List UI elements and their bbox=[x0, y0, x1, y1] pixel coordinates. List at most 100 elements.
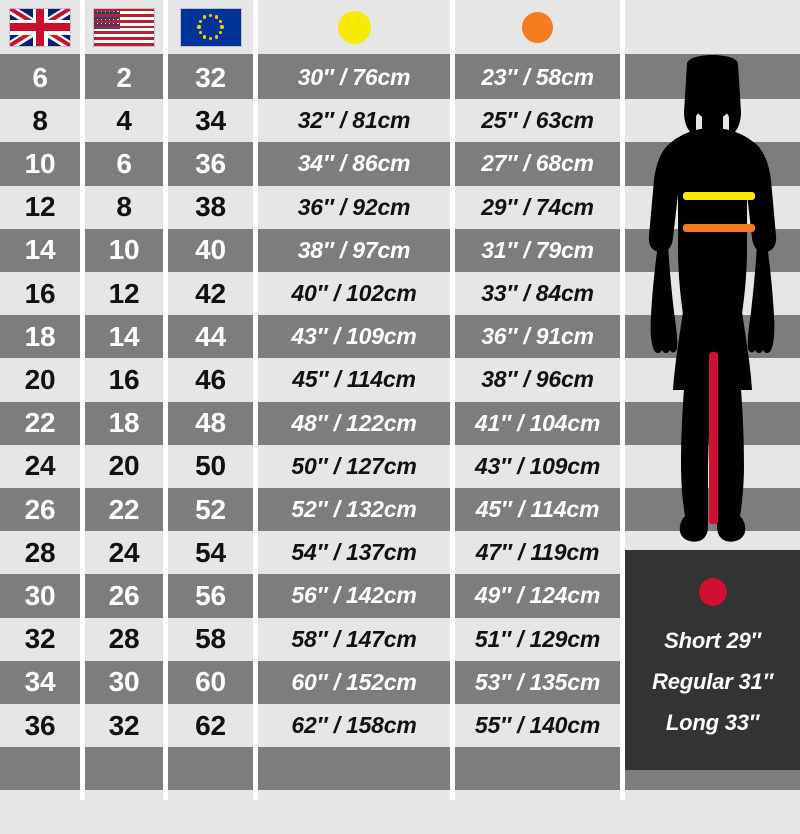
waist-line bbox=[683, 224, 755, 232]
column-separator bbox=[620, 0, 625, 800]
cell-uk: 8 bbox=[0, 99, 80, 143]
cell-us: 4 bbox=[85, 99, 163, 143]
cell-waist: 29″ / 74cm bbox=[455, 185, 620, 229]
cell-eu: 62 bbox=[168, 704, 253, 748]
cell-bust: 43″ / 109cm bbox=[258, 315, 450, 359]
cell-bust: 52″ / 132cm bbox=[258, 488, 450, 532]
inseam-line bbox=[709, 352, 718, 524]
us-flag-icon bbox=[94, 8, 154, 46]
cell-bust: 62″ / 158cm bbox=[258, 704, 450, 748]
cell-eu: 52 bbox=[168, 488, 253, 532]
cell-waist: 27″ / 68cm bbox=[455, 142, 620, 186]
uk-flag-icon bbox=[10, 8, 70, 46]
header-cell-eu bbox=[168, 0, 253, 54]
cell-bust: 36″ / 92cm bbox=[258, 185, 450, 229]
inseam-legend: Short 29″ Regular 31″ Long 33″ bbox=[625, 550, 800, 770]
red-dot-icon bbox=[698, 578, 727, 606]
header-cell-bust bbox=[258, 0, 450, 54]
cell-bust: 50″ / 127cm bbox=[258, 444, 450, 488]
cell-bust: 45″ / 114cm bbox=[258, 358, 450, 402]
cell-waist: 55″ / 140cm bbox=[455, 704, 620, 748]
legend-line-short: Short 29″ bbox=[664, 628, 761, 653]
cell-uk: 28 bbox=[0, 531, 80, 575]
eu-flag-icon bbox=[180, 8, 241, 46]
cell-us: 26 bbox=[85, 574, 163, 618]
cell-waist: 33″ / 84cm bbox=[455, 272, 620, 316]
cell-us: 22 bbox=[85, 488, 163, 532]
column-separator bbox=[253, 0, 258, 800]
cell-eu: 34 bbox=[168, 99, 253, 143]
cell-uk: 32 bbox=[0, 617, 80, 661]
cell-waist: 47″ / 119cm bbox=[455, 531, 620, 575]
cell-us: 2 bbox=[85, 56, 163, 100]
cell-us: 8 bbox=[85, 185, 163, 229]
cell-eu: 36 bbox=[168, 142, 253, 186]
cell-uk: 20 bbox=[0, 358, 80, 402]
header-cell-us bbox=[85, 0, 163, 54]
cell-us: 6 bbox=[85, 142, 163, 186]
cell-uk: 12 bbox=[0, 185, 80, 229]
cell-eu: 44 bbox=[168, 315, 253, 359]
cell-uk: 24 bbox=[0, 444, 80, 488]
cell-uk: 14 bbox=[0, 228, 80, 272]
bust-line bbox=[683, 192, 755, 200]
cell-waist: 45″ / 114cm bbox=[455, 488, 620, 532]
cell-waist: 41″ / 104cm bbox=[455, 401, 620, 445]
cell-uk: 34 bbox=[0, 660, 80, 704]
cell-uk: 16 bbox=[0, 272, 80, 316]
cell-waist: 38″ / 96cm bbox=[455, 358, 620, 402]
column-separator bbox=[450, 0, 455, 800]
orange-dot-icon bbox=[522, 11, 553, 43]
table-header-row bbox=[0, 0, 800, 54]
cell-uk: 22 bbox=[0, 401, 80, 445]
legend-line-long: Long 33″ bbox=[665, 710, 760, 735]
cell-us: 32 bbox=[85, 704, 163, 748]
cell-uk: 18 bbox=[0, 315, 80, 359]
cell-us: 16 bbox=[85, 358, 163, 402]
cell-eu: 54 bbox=[168, 531, 253, 575]
cell-bust: 48″ / 122cm bbox=[258, 401, 450, 445]
cell-eu: 38 bbox=[168, 185, 253, 229]
cell-eu: 56 bbox=[168, 574, 253, 618]
cell-bust: 58″ / 147cm bbox=[258, 617, 450, 661]
cell-us: 12 bbox=[85, 272, 163, 316]
body-measurement-figure bbox=[625, 54, 800, 550]
cell-us: 24 bbox=[85, 531, 163, 575]
cell-bust: 34″ / 86cm bbox=[258, 142, 450, 186]
cell-eu: 32 bbox=[168, 56, 253, 100]
header-cell-waist bbox=[455, 0, 620, 54]
cell-eu: 60 bbox=[168, 660, 253, 704]
cell-us: 18 bbox=[85, 401, 163, 445]
legend-line-regular: Regular 31″ bbox=[652, 669, 773, 694]
cell-waist: 43″ / 109cm bbox=[455, 444, 620, 488]
cell-us: 28 bbox=[85, 617, 163, 661]
cell-bust: 30″ / 76cm bbox=[258, 56, 450, 100]
cell-waist: 25″ / 63cm bbox=[455, 99, 620, 143]
cell-waist: 36″ / 91cm bbox=[455, 315, 620, 359]
stripe-band bbox=[0, 790, 800, 834]
column-separator bbox=[163, 0, 168, 800]
cell-uk: 26 bbox=[0, 488, 80, 532]
cell-waist: 23″ / 58cm bbox=[455, 56, 620, 100]
cell-us: 30 bbox=[85, 660, 163, 704]
cell-bust: 60″ / 152cm bbox=[258, 660, 450, 704]
cell-bust: 56″ / 142cm bbox=[258, 574, 450, 618]
cell-waist: 51″ / 129cm bbox=[455, 617, 620, 661]
cell-bust: 38″ / 97cm bbox=[258, 228, 450, 272]
cell-us: 10 bbox=[85, 228, 163, 272]
cell-uk: 30 bbox=[0, 574, 80, 618]
yellow-dot-icon bbox=[337, 10, 371, 44]
cell-uk: 36 bbox=[0, 704, 80, 748]
cell-eu: 40 bbox=[168, 228, 253, 272]
column-separator bbox=[80, 0, 85, 800]
cell-waist: 31″ / 79cm bbox=[455, 228, 620, 272]
cell-bust: 32″ / 81cm bbox=[258, 99, 450, 143]
cell-eu: 50 bbox=[168, 444, 253, 488]
cell-eu: 58 bbox=[168, 617, 253, 661]
header-cell-uk bbox=[0, 0, 80, 54]
cell-us: 14 bbox=[85, 315, 163, 359]
cell-eu: 46 bbox=[168, 358, 253, 402]
cell-uk: 6 bbox=[0, 56, 80, 100]
cell-waist: 53″ / 135cm bbox=[455, 660, 620, 704]
